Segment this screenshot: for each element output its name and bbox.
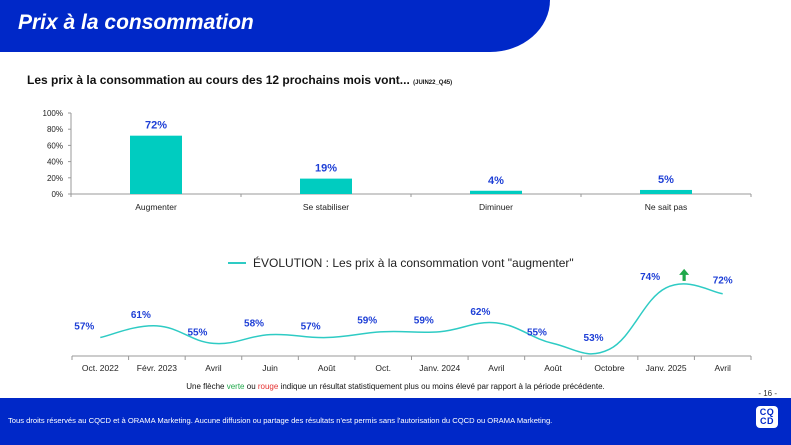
footnote-text: Une flèche [186,382,227,391]
bar [300,178,352,194]
x-category-label: Août [544,363,562,373]
question-code: (JUIN22_Q45) [413,80,453,86]
x-category-label: Ne sait pas [645,202,688,212]
bar-value-label: 4% [488,175,504,187]
bar [640,189,692,194]
bar-chart: 0% 20% 40% 60% 80% 100% 72% Augmenter 19% Se stab… [43,109,752,212]
footnote-text: ou [244,382,258,391]
point-value-label: 57% [301,322,321,333]
footnote: Une flèche verte ou rouge indique un rés… [0,382,791,391]
page-title: Prix à la consommation [18,11,254,34]
y-tick-label: 0% [51,190,63,199]
point-value-label: 55% [527,327,547,338]
point-value-label: 61% [131,310,151,321]
x-category-label: Diminuer [479,202,513,212]
line-chart-legend: ÉVOLUTION : Les prix à la consommation v… [228,256,574,270]
point-value-label: 57% [74,322,94,333]
x-category-label: Janv. 2025 [646,363,687,373]
y-tick-label: 80% [47,125,63,134]
series-line [100,283,723,355]
point-value-label: 62% [470,307,490,318]
line-chart: 57% Oct. 2022 61% Févr. 2023 55% Avril 58% Juin… [71,268,752,373]
footnote-text: indique un résultat statistiquement plus… [278,382,605,391]
y-tick-label: 20% [47,174,63,183]
x-category-label: Oct. [375,363,391,373]
copyright-text: Tous droits réservés au CQCD et à ORAMA … [8,416,553,425]
bar [470,190,522,194]
bar [130,135,182,194]
legend-line-swatch [228,262,246,264]
logo-line1: CQ [759,407,775,417]
y-tick-label: 40% [47,158,63,167]
x-category-label: Oct. 2022 [82,363,119,373]
x-category-label: Avril [715,363,731,373]
cqcd-logo: CQ CD [756,406,778,428]
x-category-label: Août [318,363,336,373]
question-text: Les prix à la consommation au cours des … [27,73,410,87]
point-value-label: 58% [244,319,264,330]
x-category-label: Avril [488,363,504,373]
footer-bar: Tous droits réservés au CQCD et à ORAMA … [0,398,791,445]
bar-value-label: 19% [315,163,337,175]
point-value-label: 59% [414,316,434,327]
x-category-label: Se stabiliser [303,202,349,212]
x-category-label: Augmenter [135,202,177,212]
x-category-label: Juin [262,363,278,373]
point-value-label: 74% [640,272,660,283]
point-value-label: 72% [713,276,733,287]
x-category-label: Avril [205,363,221,373]
y-tick-label: 100% [43,109,63,118]
bar-value-label: 5% [658,174,674,186]
x-category-label: Janv. 2024 [419,363,460,373]
footnote-red-word: rouge [257,382,279,391]
up-arrow-icon [679,268,690,281]
footnote-green-word: verte [226,382,245,391]
point-value-label: 59% [357,316,377,327]
page-number: - 16 - [758,389,777,398]
bar-value-label: 72% [145,120,167,132]
point-value-label: 55% [187,327,207,338]
point-value-label: 53% [584,333,604,344]
x-category-label: Octobre [594,363,625,373]
question-title: Les prix à la consommation au cours des … [27,73,452,87]
x-category-label: Févr. 2023 [137,363,177,373]
header-banner: Prix à la consommation [0,0,550,52]
y-tick-label: 60% [47,141,63,150]
legend-label: ÉVOLUTION : Les prix à la consommation v… [253,256,574,270]
logo-line2: CD [760,416,774,426]
